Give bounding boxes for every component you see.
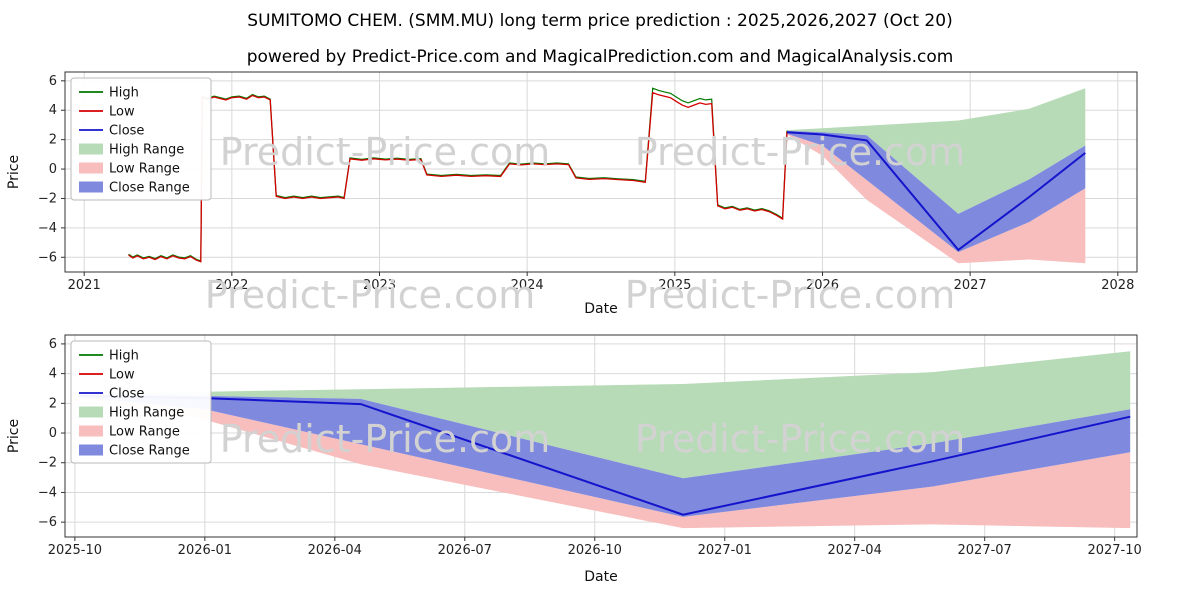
x-tick-label: 2023	[363, 278, 396, 293]
y-tick-label: −2	[38, 456, 57, 471]
y-tick-label: −4	[38, 485, 57, 500]
plot-border	[64, 71, 1138, 273]
high_range-legend-swatch	[79, 406, 103, 418]
y-tick-label: −2	[38, 191, 57, 206]
chart-area-1: 2025-10 2026-01 2026-04 2026-07 2026-10 2027-…	[38, 334, 1142, 558]
x-tick-label: 2027-01	[698, 543, 752, 558]
legend: High Low Close High Range Low Range Close Ran…	[70, 340, 212, 464]
x-tick-label: 2025-10	[48, 543, 102, 558]
high-line	[128, 87, 788, 262]
high-range-band	[787, 88, 1086, 214]
close_range-legend-swatch	[79, 181, 103, 193]
y-tick-label: 4	[49, 367, 57, 382]
y-tick-label: 0	[49, 162, 57, 177]
legend-item-label: Low Range	[109, 425, 180, 440]
legend-item-label: Close Range	[109, 181, 190, 196]
watermark-text: Predict-Price.com	[635, 130, 966, 174]
y-tick-label: −6	[38, 250, 57, 265]
x-tick-label: 2021	[68, 278, 101, 293]
x-tick-label: 2024	[511, 278, 544, 293]
y-axis-label-top: Price	[6, 155, 22, 189]
legend-item-label: High	[109, 86, 139, 101]
legend: High Low Close High Range Low Range Close Ran…	[70, 77, 212, 201]
y-tick-label: 2	[49, 133, 57, 148]
x-tick-label: 2026	[806, 278, 839, 293]
x-tick-label: 2026-07	[438, 543, 492, 558]
x-tick-label: 2027	[954, 278, 987, 293]
x-tick-label: 2026-01	[178, 543, 232, 558]
watermark-text: Predict-Price.com	[205, 273, 536, 317]
y-tick-label: −4	[38, 221, 57, 236]
y-tick-label: −6	[38, 515, 57, 530]
y-tick-label: 6	[49, 337, 57, 352]
watermark-text: Predict-Price.com	[625, 273, 956, 317]
low-line	[128, 91, 788, 263]
low-range-band	[787, 133, 1086, 264]
legend-item-label: Low Range	[109, 162, 180, 177]
low_range-legend-swatch	[79, 425, 103, 437]
x-tick-label: 2027-10	[1087, 543, 1141, 558]
plot-border	[64, 334, 1138, 538]
x-tick-label: 2022	[215, 278, 248, 293]
legend-item-label: High	[109, 349, 139, 364]
legend-box	[70, 340, 212, 464]
legend-box	[70, 77, 212, 201]
x-tick-label: 2025	[658, 278, 691, 293]
close-range-band	[787, 130, 1086, 253]
chart-subtitle: powered by Predict-Price.com and Magical…	[247, 47, 954, 67]
low-range-band	[80, 397, 1131, 529]
legend-item-label: Close	[109, 124, 144, 139]
watermark-text: Predict-Price.com	[635, 417, 966, 461]
close-range-band	[80, 394, 1131, 517]
x-axis-label-top: Date	[584, 301, 617, 317]
x-tick-label: 2026-04	[308, 543, 362, 558]
x-tick-label: 2027-07	[958, 543, 1012, 558]
chart-title: SUMITOMO CHEM. (SMM.MU) long term price …	[247, 11, 952, 31]
low_range-legend-swatch	[79, 162, 103, 174]
close-line	[786, 131, 1086, 252]
y-tick-label: 0	[49, 426, 57, 441]
legend-item-label: Low	[109, 368, 135, 383]
legend-item-label: Close	[109, 387, 144, 402]
close_range-legend-swatch	[79, 444, 103, 456]
y-axis-label-bottom: Price	[6, 419, 22, 453]
legend-item-label: High Range	[109, 143, 184, 158]
x-tick-label: 2028	[1101, 278, 1134, 293]
high_range-legend-swatch	[79, 143, 103, 155]
watermark-text: Predict-Price.com	[220, 417, 551, 461]
legend-item-label: High Range	[109, 406, 184, 421]
x-tick-label: 2027-04	[828, 543, 882, 558]
x-tick-label: 2026-10	[568, 543, 622, 558]
x-axis-label-bottom: Date	[584, 569, 617, 585]
y-tick-label: 6	[49, 74, 57, 89]
y-tick-label: 4	[49, 103, 57, 118]
legend-item-label: Close Range	[109, 444, 190, 459]
chart-area-0: 2021 2022 2023 2024 2025 2026 2027 2028 −6 −4 −2 0 2…	[38, 71, 1138, 293]
watermark-text: Predict-Price.com	[220, 130, 551, 174]
y-tick-label: 2	[49, 396, 57, 411]
high-range-band	[80, 351, 1131, 479]
legend-item-label: Low	[109, 105, 135, 120]
